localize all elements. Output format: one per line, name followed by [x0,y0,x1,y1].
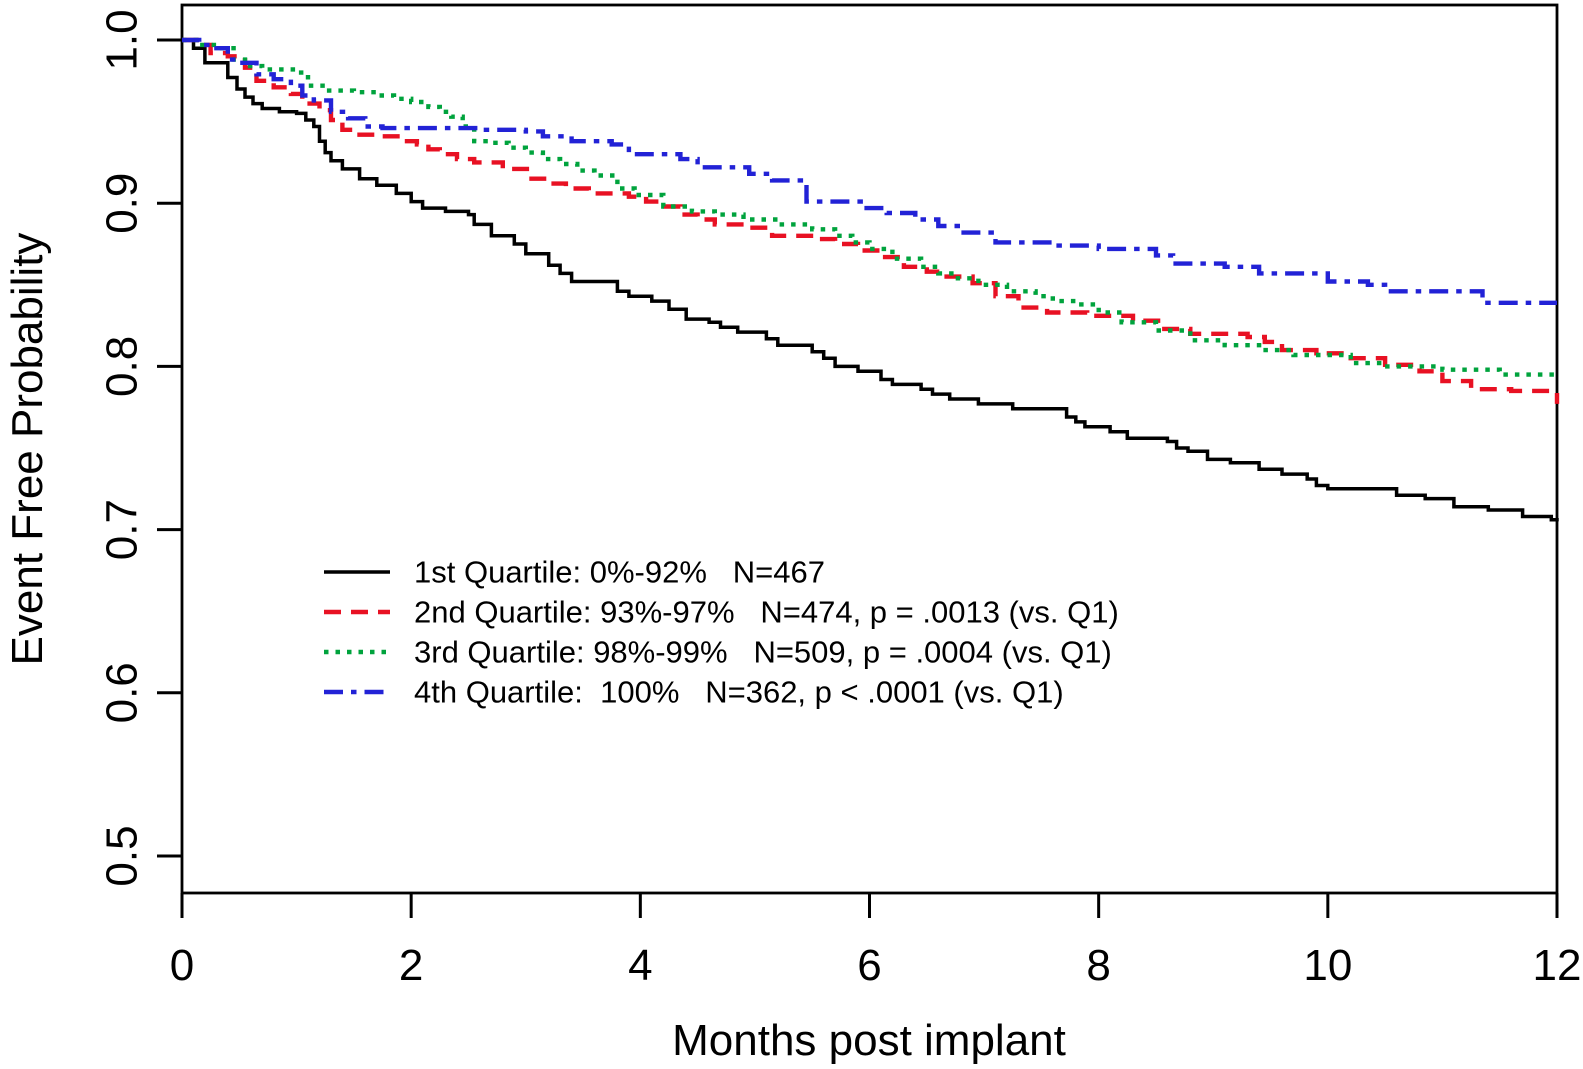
legend-item-q3: 3rd Quartile: 98%-99% N=509, p = .0004 (… [324,635,1112,670]
x-tick-label: 0 [170,941,194,990]
legend-item-q2: 2nd Quartile: 93%-97% N=474, p = .0013 (… [324,595,1119,630]
legend-label-q2: 2nd Quartile: 93%-97% N=474, p = .0013 (… [414,595,1119,630]
axes-layer: 1.0 0.9 0.8 0.7 0.6 0.5 0 2 4 6 8 10 12 [98,3,1582,990]
legend-label-q4: 4th Quartile: 100% N=362, p < .0001 (vs.… [414,675,1064,710]
x-tick-label: 10 [1303,941,1352,990]
legend-label-q1: 1st Quartile: 0%-92% N=467 [414,555,825,590]
x-axis-title: Months post implant [672,1016,1066,1065]
x-tick-label: 6 [857,941,881,990]
y-tick-label: 0.7 [98,499,147,560]
x-tick-label: 2 [399,941,423,990]
y-tick-label: 0.9 [98,173,147,234]
series-q4-line [182,37,1557,305]
y-tick-label: 0.8 [98,336,147,397]
legend-label-q3: 3rd Quartile: 98%-99% N=509, p = .0004 (… [414,635,1112,670]
y-axis-title: Event Free Probability [3,233,52,666]
legend-item-q1: 1st Quartile: 0%-92% N=467 [324,555,825,590]
series-q3-line [182,37,1557,377]
y-tick-label: 0.6 [98,662,147,723]
x-tick-label: 8 [1086,941,1110,990]
series-q1-line [182,38,1559,522]
y-tick-label: 1.0 [98,9,147,70]
y-tick-label: 0.5 [98,825,147,886]
series-layer [182,37,1560,522]
legend-item-q4: 4th Quartile: 100% N=362, p < .0001 (vs.… [324,675,1064,710]
x-tick-label: 4 [628,941,652,990]
series-q2-line [182,37,1560,404]
legend-layer: 1st Quartile: 0%-92% N=467 2nd Quartile: … [324,555,1119,710]
x-tick-label: 12 [1533,941,1582,990]
